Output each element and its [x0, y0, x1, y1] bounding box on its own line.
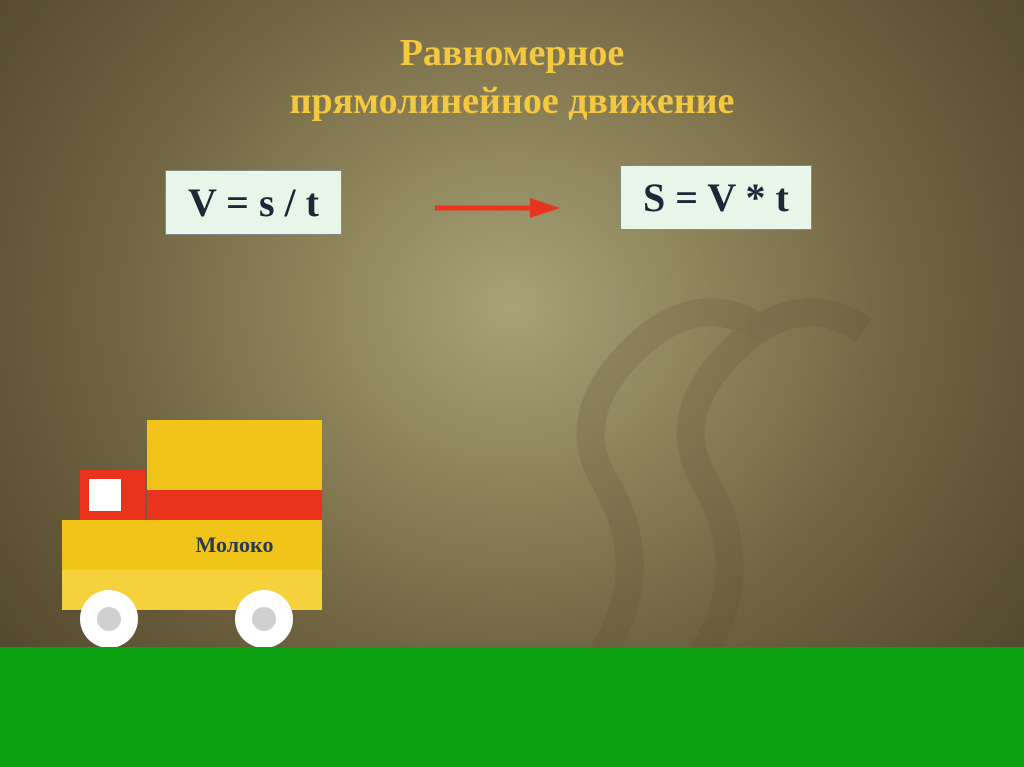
truck-wheel-rear [235, 590, 293, 648]
formula-distance-text: S = V * t [643, 175, 789, 220]
truck-cab-side [62, 520, 147, 570]
formula-velocity-text: V = s / t [188, 180, 319, 225]
truck-wheel-front [80, 590, 138, 648]
formula-distance: S = V * t [620, 165, 812, 230]
truck-body-upper [147, 420, 322, 490]
ground [0, 647, 1024, 767]
arrow-icon [430, 193, 570, 223]
truck-window [89, 479, 121, 511]
truck-stripe [147, 490, 322, 520]
title-line-2: прямолинейное движение [290, 80, 735, 122]
title-line-1: Равномерное [400, 32, 625, 74]
truck-illustration: Молоко [60, 390, 340, 650]
truck-body-lower: Молоко [147, 520, 322, 570]
truck-label: Молоко [196, 532, 274, 558]
tire-tracks-decoration [484, 280, 984, 680]
page-title: Равномерное прямолинейное движение [0, 30, 1024, 125]
formula-velocity: V = s / t [165, 170, 342, 235]
